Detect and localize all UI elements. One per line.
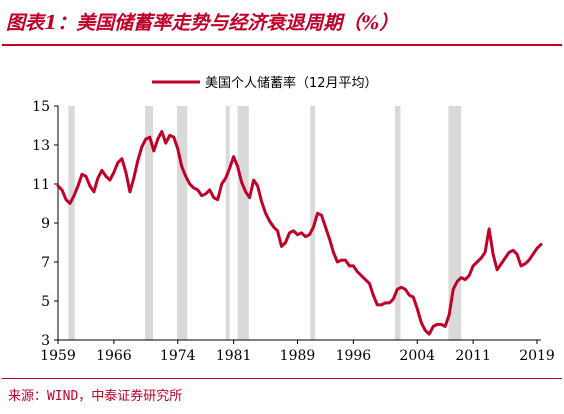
recession-band — [176, 106, 188, 340]
y-tick-label: 15 — [32, 99, 50, 115]
recession-bands — [68, 106, 462, 340]
x-tick-label: 1981 — [216, 348, 252, 364]
recession-band — [68, 106, 75, 340]
y-tick-label: 7 — [41, 255, 50, 271]
y-tick-label: 11 — [32, 177, 50, 193]
x-tick-label: 1974 — [160, 348, 196, 364]
line-chart: 3 5 7 9 11 13 15 1959 1966 1974 1981 1989 1996 2004 20… — [32, 75, 555, 364]
series-layer — [56, 129, 543, 336]
source-divider — [2, 378, 562, 379]
x-tick-label: 2011 — [455, 348, 491, 364]
y-tick-label: 9 — [41, 216, 50, 232]
recession-band — [145, 106, 154, 340]
axes: 3 5 7 9 11 13 15 1959 1966 1974 1981 1989 1996 2004 20… — [32, 99, 555, 364]
source-note: 来源：WIND，中泰证券研究所 — [8, 389, 183, 404]
y-tick-label: 5 — [41, 294, 50, 310]
x-tick-label: 2004 — [399, 348, 435, 364]
x-tick-label: 1959 — [40, 348, 76, 364]
y-tick-label: 3 — [41, 333, 50, 349]
chart-title: 图表1：美国储蓄率走势与经济衰退周期（%） — [6, 12, 399, 34]
x-tick-label: 1966 — [96, 348, 132, 364]
recession-band — [237, 106, 249, 340]
recession-band — [394, 106, 401, 340]
x-tick-label: 2019 — [519, 348, 555, 364]
series-line — [56, 129, 543, 336]
legend: 美国个人储蓄率（12月平均） — [152, 75, 378, 91]
recession-band — [310, 106, 316, 340]
recession-band — [225, 106, 230, 340]
legend-label: 美国个人储蓄率（12月平均） — [205, 75, 378, 91]
title-divider — [2, 44, 562, 46]
x-tick-label: 1996 — [336, 348, 372, 364]
y-tick-label: 13 — [32, 138, 50, 154]
x-tick-label: 1989 — [280, 348, 316, 364]
